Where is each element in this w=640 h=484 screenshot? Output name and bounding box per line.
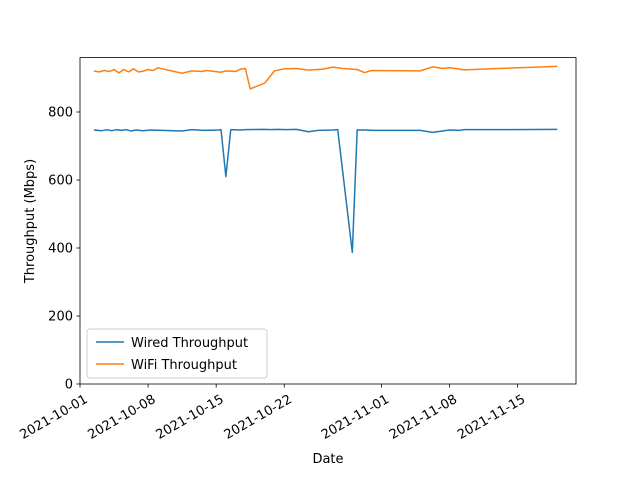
- x-tick-label: 2021-10-15: [154, 392, 227, 443]
- axes-frame: [79, 57, 577, 385]
- legend-label: Wired Throughput: [131, 336, 248, 351]
- legend: Wired Throughput WiFi Throughput: [86, 328, 268, 379]
- legend-frame: [86, 328, 268, 379]
- y-tick-label: 200: [48, 310, 73, 325]
- y-axis-label: Throughput (Mbps): [23, 159, 38, 284]
- x-tick-label: 2021-11-01: [319, 392, 392, 443]
- x-tick-label: 2021-10-08: [86, 392, 159, 443]
- x-tick-label: 2021-10-01: [17, 392, 90, 443]
- x-axis-label: Date: [312, 452, 343, 467]
- series-line-1: [93, 128, 558, 254]
- y-tick-label: 0: [65, 378, 73, 393]
- x-tick-label: 2021-11-08: [387, 392, 460, 443]
- series-line-2: [93, 65, 558, 90]
- legend-label: WiFi Throughput: [131, 358, 237, 373]
- y-tick-label: 400: [48, 242, 73, 257]
- x-tick-label: 2021-11-15: [455, 392, 528, 443]
- x-tick-label: 2021-10-22: [222, 392, 295, 443]
- y-tick-label: 800: [48, 106, 73, 121]
- y-tick-label: 600: [48, 174, 73, 189]
